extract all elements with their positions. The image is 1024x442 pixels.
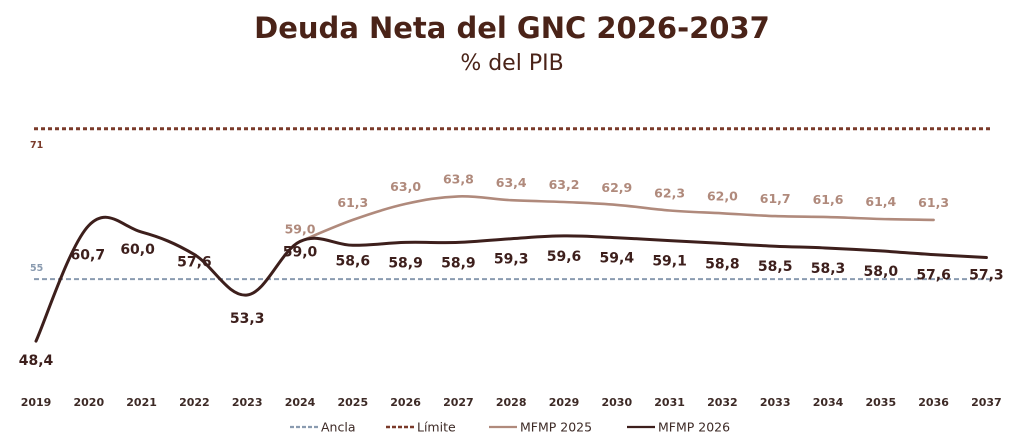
legend-label-mfmp2026: MFMP 2026 (658, 420, 730, 435)
data-labels: 59,0 61,3 63,0 63,8 63,4 63,2 62,9 62,3 62,0 61,7… (19, 171, 1004, 369)
x-tick-label: 2037 (971, 396, 1002, 409)
data-label-2026-2024: 59,0 (283, 245, 318, 261)
data-label-2025-2029: 63,2 (549, 177, 580, 192)
data-label-2026-2033: 58,5 (758, 259, 793, 275)
x-tick-label: 2034 (813, 396, 844, 409)
data-label-2025-2030: 62,9 (601, 180, 632, 195)
x-tick-label: 2029 (549, 396, 580, 409)
data-label-2025-2027: 63,8 (443, 171, 474, 186)
x-tick-label: 2022 (179, 396, 210, 409)
x-tick-label: 2023 (232, 396, 263, 409)
data-label-2025-2026: 63,0 (390, 179, 421, 194)
x-tick-label: 2031 (654, 396, 685, 409)
data-label-2026-2035: 58,0 (864, 264, 899, 280)
x-tick-label: 2036 (918, 396, 949, 409)
data-label-2026-2019: 48,4 (19, 353, 54, 369)
series-line-mfmp-2025 (298, 195, 935, 243)
data-label-2026-2022: 57,6 (177, 255, 212, 271)
data-label-2025-2033: 61,7 (760, 191, 791, 206)
x-tick-label: 2025 (337, 396, 368, 409)
x-tick-label: 2026 (390, 396, 421, 409)
data-label-2026-2034: 58,3 (811, 261, 846, 277)
legend-label-mfmp2025: MFMP 2025 (520, 420, 592, 435)
chart-subtitle: % del PIB (460, 51, 563, 76)
data-label-2026-2023: 53,3 (230, 311, 265, 327)
x-tick-label: 2021 (126, 396, 157, 409)
x-axis: 2019 2020 2021 2022 2023 2024 2025 2026 2027 2028… (21, 396, 1002, 409)
x-tick-label: 2035 (865, 396, 896, 409)
x-tick-label: 2020 (73, 396, 104, 409)
data-label-2025-2034: 61,6 (813, 192, 844, 207)
data-label-2026-2029: 59,6 (547, 249, 582, 265)
x-tick-label: 2027 (443, 396, 474, 409)
reference-lines: 55 71 (30, 127, 992, 281)
data-label-2026-2032: 58,8 (705, 256, 740, 272)
data-label-2025-2031: 62,3 (654, 186, 685, 201)
x-tick-label: 2033 (760, 396, 791, 409)
data-label-2026-2031: 59,1 (652, 254, 687, 270)
limite-label: 71 (30, 140, 43, 151)
data-label-2026-2025: 58,6 (336, 253, 371, 269)
x-tick-label: 2030 (601, 396, 632, 409)
data-label-2025-2028: 63,4 (496, 175, 527, 190)
x-tick-label: 2032 (707, 396, 738, 409)
legend-label-limite: Límite (417, 420, 456, 435)
chart-title: Deuda Neta del GNC 2026-2037 (254, 11, 770, 45)
data-label-2025-2024: 59,0 (285, 222, 316, 237)
legend: Ancla Límite MFMP 2025 MFMP 2026 (290, 420, 730, 435)
data-label-2026-2026: 58,9 (388, 255, 423, 271)
data-label-2026-2036: 57,6 (916, 268, 951, 284)
ancla-label: 55 (30, 263, 43, 274)
series-line-mfmp-2026 (34, 215, 988, 343)
series-lines (34, 195, 988, 343)
data-label-2025-2035: 61,4 (865, 194, 896, 209)
data-label-2025-2025: 61,3 (337, 195, 368, 210)
data-label-2026-2021: 60,0 (120, 242, 155, 258)
x-tick-label: 2024 (285, 396, 316, 409)
data-label-2025-2036: 61,3 (918, 195, 949, 210)
x-tick-label: 2019 (21, 396, 52, 409)
x-tick-label: 2028 (496, 396, 527, 409)
data-label-2026-2030: 59,4 (600, 251, 635, 267)
data-label-2026-2020: 60,7 (71, 248, 106, 264)
data-label-2025-2032: 62,0 (707, 188, 738, 203)
legend-label-ancla: Ancla (321, 420, 355, 435)
data-label-2026-2028: 59,3 (494, 252, 529, 268)
data-label-2026-2037: 57,3 (969, 267, 1004, 283)
data-label-2026-2027: 58,9 (441, 255, 476, 271)
